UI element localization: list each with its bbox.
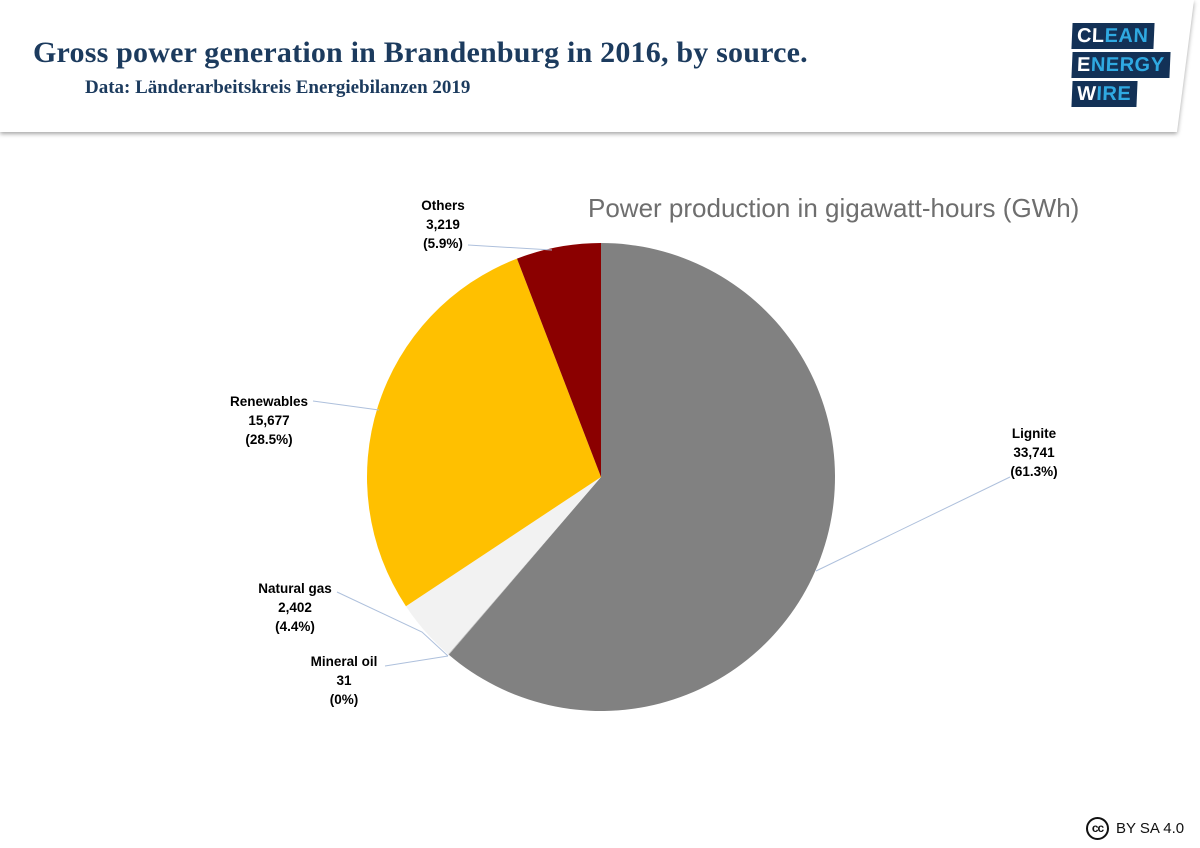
- slice-value: 31: [336, 673, 352, 688]
- pie-slice-renewables: [366, 258, 601, 607]
- slice-name: Mineral oil: [310, 654, 378, 669]
- slice-percent: (4.4%): [275, 619, 315, 634]
- slice-name: Others: [421, 198, 465, 213]
- pie-slice-others: [516, 243, 601, 477]
- slice-name: Renewables: [229, 394, 309, 409]
- creative-commons-icon: cc: [1086, 817, 1109, 840]
- leader-line-natural-gas: [336, 591, 449, 657]
- leader-line-mineral-oil: [384, 655, 449, 667]
- leader-line-others: [467, 244, 553, 251]
- slice-name: Natural gas: [258, 581, 332, 596]
- slice-label-renewables: Renewables 15,677 (28.5%): [189, 392, 349, 449]
- slice-label-others: Others 3,219 (5.9%): [363, 196, 523, 253]
- slice-label-lignite: Lignite 33,741 (61.3%): [954, 424, 1114, 481]
- pie-slices: [366, 243, 835, 711]
- pie-slice-mineral-oil: [448, 477, 601, 655]
- license-badge: cc BY SA 4.0: [1086, 817, 1184, 840]
- slice-value: 15,677: [248, 413, 290, 428]
- page-title: Gross power generation in Brandenburg in…: [33, 36, 808, 69]
- pie-slice-natural-gas: [405, 477, 601, 655]
- header-card: Gross power generation in Brandenburg in…: [0, 0, 1194, 132]
- pie-slice-lignite: [448, 243, 835, 711]
- slice-value: 33,741: [1013, 445, 1055, 460]
- data-source-subtitle: Data: Länderarbeitskreis Energiebilanzen…: [85, 77, 471, 98]
- license-text: BY SA 4.0: [1116, 820, 1185, 837]
- slice-percent: (28.5%): [245, 432, 293, 447]
- chart-title: Power production in gigawatt-hours (GWh): [588, 193, 1080, 223]
- slice-percent: (61.3%): [1010, 464, 1058, 479]
- slice-name: Lignite: [1011, 426, 1057, 441]
- slice-label-mineral-oil: Mineral oil 31 (0%): [264, 652, 424, 709]
- slice-percent: (5.9%): [423, 236, 463, 251]
- leader-line-renewables: [312, 400, 380, 411]
- slice-value: 2,402: [278, 600, 312, 615]
- leader-lines: [312, 244, 1011, 667]
- header: Gross power generation in Brandenburg in…: [0, 0, 1200, 140]
- slice-value: 3,219: [426, 217, 460, 232]
- leader-line-lignite: [815, 476, 1011, 572]
- slice-label-natural-gas: Natural gas 2,402 (4.4%): [215, 579, 375, 636]
- slice-percent: (0%): [329, 692, 359, 707]
